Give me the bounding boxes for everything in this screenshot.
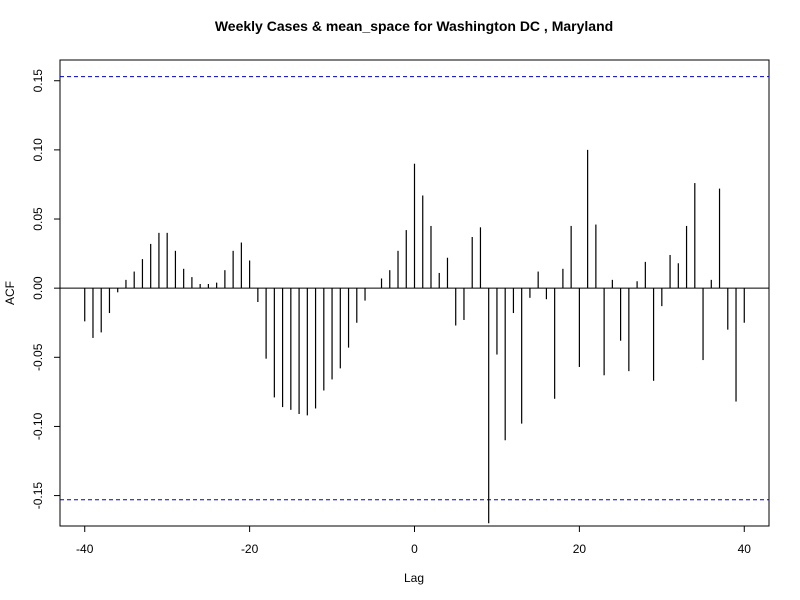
plot-area: -40 -20 0 20 40 -0.15 -0.10 -0.05 0.00 0.05 0.10 0.… (31, 59, 770, 556)
y-tick-label: -0.10 (31, 412, 45, 440)
y-tick-label: 0.10 (31, 138, 45, 162)
y-axis-label: ACF (3, 281, 17, 305)
y-tick-label: -0.15 (31, 482, 45, 510)
plot-frame (59, 59, 770, 527)
y-tick-label: 0.15 (31, 69, 45, 93)
x-tick-label: 40 (738, 542, 752, 556)
y-tick-label: -0.05 (31, 343, 45, 371)
y-tick-label: 0.00 (31, 276, 45, 300)
y-tick-label: 0.05 (31, 207, 45, 231)
chart-title: Weekly Cases & mean_space for Washington… (215, 18, 613, 34)
x-tick-label: 20 (573, 542, 587, 556)
x-tick-label: -40 (76, 542, 94, 556)
x-axis-label: Lag (404, 571, 424, 585)
x-tick-label: -20 (241, 542, 259, 556)
x-tick-label: 0 (411, 542, 418, 556)
